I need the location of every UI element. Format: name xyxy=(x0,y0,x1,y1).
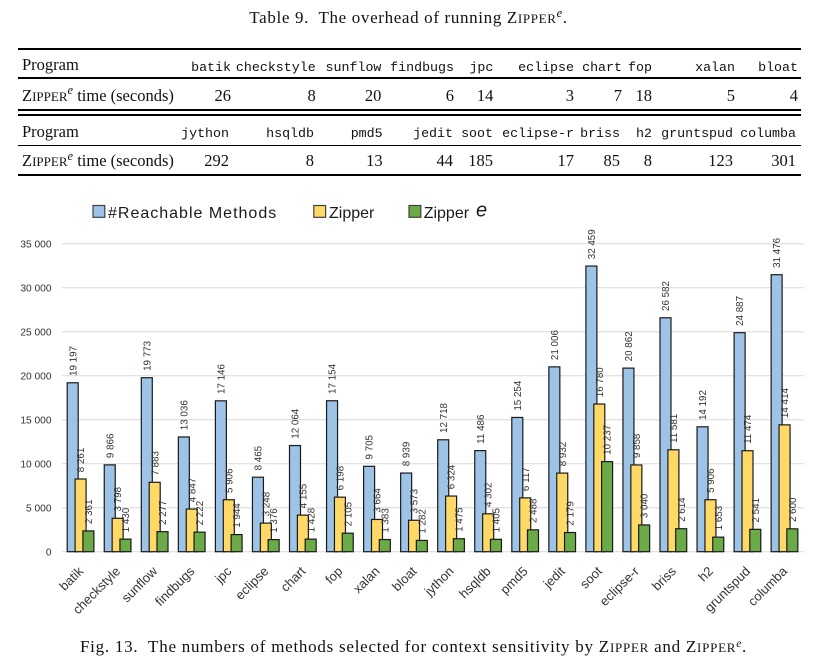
svg-text:1 653: 1 653 xyxy=(714,505,725,530)
svg-text:2 222: 2 222 xyxy=(195,501,206,526)
svg-text:3 248: 3 248 xyxy=(261,491,272,516)
svg-text:8 465: 8 465 xyxy=(254,445,265,470)
svg-text:6 117: 6 117 xyxy=(521,467,532,491)
svg-text:briss: briss xyxy=(649,563,679,593)
svg-text:8 932: 8 932 xyxy=(558,442,569,467)
svg-text:14 192: 14 192 xyxy=(698,390,709,420)
svg-text:1 376: 1 376 xyxy=(269,508,280,533)
svg-text:Zipper: Zipper xyxy=(424,205,470,222)
svg-text:bloat: bloat xyxy=(389,563,420,594)
svg-text:8 261: 8 261 xyxy=(76,448,87,473)
svg-text:10 237: 10 237 xyxy=(603,425,614,455)
svg-text:31 476: 31 476 xyxy=(772,237,783,268)
svg-text:30 000: 30 000 xyxy=(20,283,51,294)
svg-text:4 302: 4 302 xyxy=(484,483,495,508)
svg-text:32 459: 32 459 xyxy=(587,229,598,259)
svg-text:xalan: xalan xyxy=(350,564,383,597)
svg-text:fop: fop xyxy=(322,564,345,587)
svg-text:chart: chart xyxy=(277,563,308,594)
svg-text:21 006: 21 006 xyxy=(550,330,561,361)
svg-text:13 036: 13 036 xyxy=(179,400,190,431)
svg-text:2 361: 2 361 xyxy=(84,500,95,525)
svg-text:eclipse: eclipse xyxy=(232,564,271,603)
svg-text:16 780: 16 780 xyxy=(595,367,606,398)
svg-text:17 154: 17 154 xyxy=(328,363,339,394)
svg-text:4 155: 4 155 xyxy=(299,483,310,508)
svg-text:findbugs: findbugs xyxy=(152,563,198,609)
svg-text:17 146: 17 146 xyxy=(217,364,228,395)
svg-text:12 064: 12 064 xyxy=(291,408,302,439)
svg-text:2 179: 2 179 xyxy=(566,501,577,526)
svg-text:h2: h2 xyxy=(695,564,716,585)
svg-text:soot: soot xyxy=(577,563,605,591)
svg-text:4 847: 4 847 xyxy=(187,478,198,503)
svg-text:19 197: 19 197 xyxy=(68,346,79,376)
svg-text:5 906: 5 906 xyxy=(224,468,235,493)
svg-text:eclipse-r: eclipse-r xyxy=(597,563,643,609)
svg-text:2 277: 2 277 xyxy=(158,500,169,525)
svg-text:#Reachable Methods: #Reachable Methods xyxy=(108,205,277,222)
svg-text:20 000: 20 000 xyxy=(20,371,51,382)
svg-text:6 198: 6 198 xyxy=(336,465,347,490)
svg-text:3 798: 3 798 xyxy=(113,486,124,511)
svg-text:2 600: 2 600 xyxy=(788,497,799,522)
svg-text:8 939: 8 939 xyxy=(402,442,413,467)
svg-text:1 282: 1 282 xyxy=(417,509,428,534)
svg-text:2 105: 2 105 xyxy=(343,501,354,526)
svg-text:1 405: 1 405 xyxy=(492,507,503,532)
svg-text:11 474: 11 474 xyxy=(743,414,754,444)
svg-text:14 414: 14 414 xyxy=(780,388,791,419)
svg-text:0: 0 xyxy=(46,547,52,558)
svg-text:3 040: 3 040 xyxy=(640,493,651,518)
svg-text:batik: batik xyxy=(56,563,86,593)
svg-text:15 254: 15 254 xyxy=(513,380,524,411)
svg-text:10 000: 10 000 xyxy=(20,459,51,470)
svg-text:2 541: 2 541 xyxy=(751,498,762,523)
svg-text:jython: jython xyxy=(421,564,457,600)
svg-text:jpc: jpc xyxy=(211,563,234,586)
svg-text:pmd5: pmd5 xyxy=(497,564,531,598)
svg-text:e: e xyxy=(476,200,487,222)
svg-text:1 475: 1 475 xyxy=(455,507,466,532)
svg-text:hsqldb: hsqldb xyxy=(456,564,494,602)
svg-text:1 430: 1 430 xyxy=(121,507,132,532)
svg-text:Zipper: Zipper xyxy=(329,205,375,222)
svg-text:1 428: 1 428 xyxy=(306,507,317,532)
svg-text:26 582: 26 582 xyxy=(661,281,672,311)
svg-text:1 383: 1 383 xyxy=(380,508,391,533)
svg-text:6 324: 6 324 xyxy=(447,464,458,489)
svg-text:9 705: 9 705 xyxy=(365,434,376,459)
svg-text:3 573: 3 573 xyxy=(410,488,421,513)
svg-text:25 000: 25 000 xyxy=(20,327,51,338)
svg-text:11 486: 11 486 xyxy=(476,414,487,444)
svg-text:5 906: 5 906 xyxy=(706,468,717,493)
svg-text:35 000: 35 000 xyxy=(20,239,51,250)
svg-text:20 862: 20 862 xyxy=(624,331,635,361)
svg-text:2 614: 2 614 xyxy=(677,497,688,522)
svg-text:9 858: 9 858 xyxy=(632,433,643,458)
svg-text:7 883: 7 883 xyxy=(150,450,161,475)
svg-text:9 866: 9 866 xyxy=(105,433,116,458)
svg-text:columba: columba xyxy=(745,563,791,609)
svg-text:2 488: 2 488 xyxy=(529,498,540,523)
svg-text:11 581: 11 581 xyxy=(669,414,680,443)
svg-text:jedit: jedit xyxy=(540,563,568,591)
svg-text:12 718: 12 718 xyxy=(439,402,450,433)
svg-text:24 887: 24 887 xyxy=(735,296,746,326)
svg-text:5 000: 5 000 xyxy=(26,503,52,514)
svg-text:3 664: 3 664 xyxy=(373,488,384,513)
svg-text:19 773: 19 773 xyxy=(142,340,153,371)
svg-text:15 000: 15 000 xyxy=(20,415,51,426)
svg-text:1 944: 1 944 xyxy=(232,503,243,528)
